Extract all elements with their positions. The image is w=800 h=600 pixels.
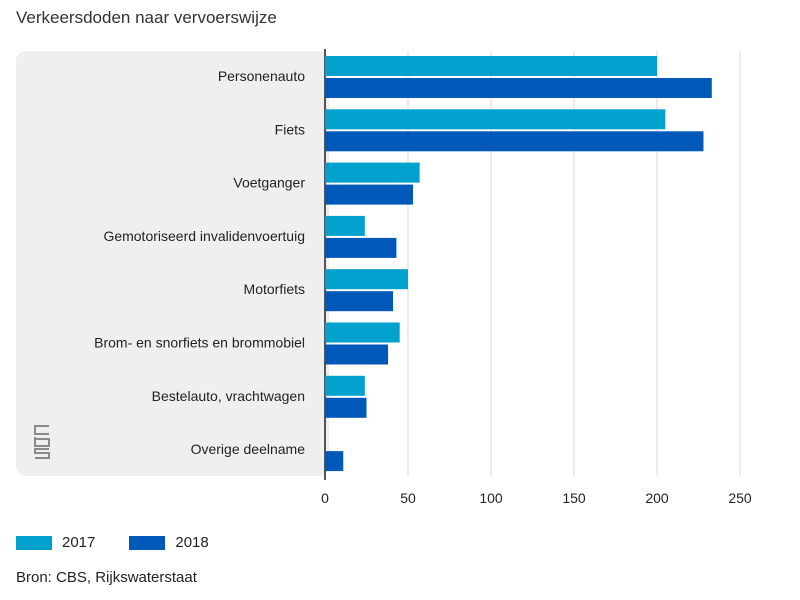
category-label: Overige deelname	[191, 441, 306, 457]
cbs-logo-icon	[34, 425, 50, 459]
bar-2018	[325, 344, 389, 365]
bar-2017	[325, 109, 666, 130]
legend: 2017 2018	[16, 534, 209, 551]
x-axis-ticks: 0 50 100 150 200 250	[321, 490, 752, 506]
legend-label-2018: 2018	[175, 534, 209, 551]
category-label: Gemotoriseerd invalidenvoertuig	[103, 228, 305, 244]
category-label: Voetganger	[233, 175, 305, 191]
bar-2018	[325, 78, 712, 98]
category-label: Fiets	[275, 121, 305, 137]
bar-2017	[325, 322, 400, 343]
logo-b-stroke	[34, 437, 50, 447]
chart-title: Verkeersdoden naar vervoerswijze	[16, 8, 277, 27]
bar-2017	[325, 56, 657, 76]
bar-2017	[325, 215, 365, 236]
category-labels: Personenauto Fiets Voetganger Gemotoriseerd…	[94, 68, 305, 457]
bar-2017	[325, 162, 420, 183]
legend-item-2018: 2018	[129, 534, 209, 551]
x-tick-label: 200	[645, 490, 669, 506]
category-label: Bestelauto, vrachtwagen	[152, 388, 305, 404]
x-tick-label: 150	[562, 490, 586, 506]
legend-swatch-2018	[129, 535, 166, 550]
legend-item-2017: 2017	[16, 534, 95, 551]
category-label: Brom- en snorfiets en brommobiel	[94, 335, 305, 351]
bar-2018	[325, 237, 397, 258]
category-panel	[16, 51, 329, 476]
bar-2018	[325, 131, 704, 152]
category-label: Personenauto	[218, 68, 305, 84]
legend-swatch-2017	[16, 535, 52, 550]
category-panel-layer	[16, 51, 329, 476]
logo-c-stroke	[34, 425, 49, 435]
bar-2018	[325, 184, 413, 205]
bar-2018	[325, 397, 367, 418]
bar-2017	[325, 375, 365, 396]
cbs-logo-mark	[34, 425, 50, 459]
x-tick-label: 250	[728, 490, 752, 506]
source-note: Bron: CBS, Rijkswaterstaat	[16, 569, 197, 586]
x-tick-label: 50	[400, 490, 416, 506]
bars	[325, 56, 712, 472]
bar-2018	[325, 291, 394, 312]
logo-s-stroke	[34, 448, 50, 459]
legend-label-2017: 2017	[62, 534, 96, 551]
bar-2018	[325, 451, 344, 472]
x-tick-label: 0	[321, 490, 329, 506]
category-label: Motorfiets	[244, 281, 305, 297]
x-tick-label: 100	[479, 490, 503, 506]
bar-chart: Personenauto Fiets Voetganger Gemotoriseerd…	[16, 49, 752, 506]
bar-2017	[325, 269, 408, 290]
gridlines	[324, 49, 741, 480]
